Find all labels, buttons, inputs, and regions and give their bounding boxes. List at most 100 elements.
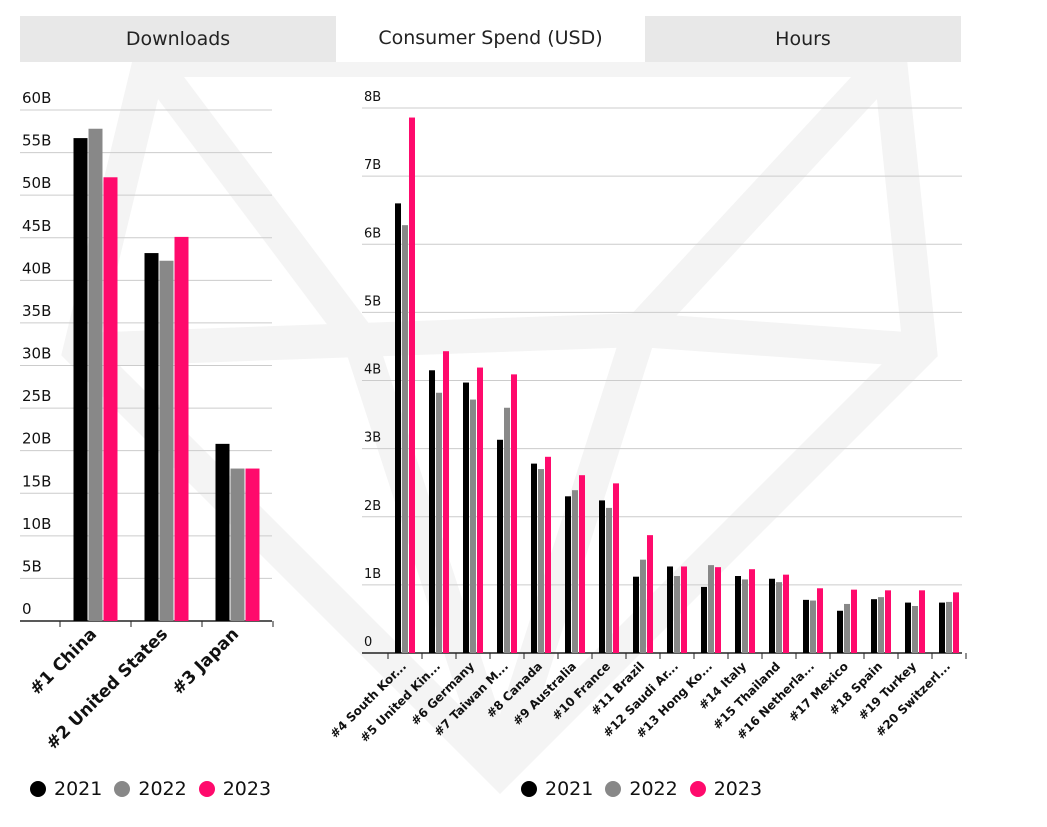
- legend-item-2023[interactable]: 2023: [689, 778, 762, 800]
- bar-2023: [409, 117, 415, 654]
- legend-dot-icon: [198, 781, 215, 797]
- bar-2022: [606, 507, 612, 653]
- y-tick-label: 6B: [364, 226, 381, 241]
- bar-2022: [470, 399, 476, 653]
- legend-dot-icon: [689, 781, 706, 797]
- y-tick-label: 3B: [364, 431, 381, 446]
- bar-2021: [735, 576, 741, 653]
- bar-2021: [939, 602, 945, 653]
- bar-2021: [633, 576, 639, 653]
- bar-2022: [504, 407, 510, 653]
- bar-2021: [463, 382, 469, 653]
- bar-2023: [681, 566, 687, 653]
- y-tick-label: 2B: [364, 499, 381, 514]
- bar-2022: [844, 603, 850, 653]
- bar-2021: [215, 443, 230, 621]
- bar-2023: [851, 589, 857, 653]
- legend-item-2022[interactable]: 2022: [114, 778, 187, 800]
- bar-2023: [647, 535, 653, 653]
- legend-dot-icon: [521, 781, 537, 797]
- bar-2021: [599, 500, 605, 653]
- bar-2022: [742, 579, 748, 653]
- bar-2023: [511, 374, 517, 653]
- bar-2021: [667, 566, 673, 653]
- y-tick-label: 15B: [22, 472, 51, 490]
- bar-2021: [871, 599, 877, 653]
- y-tick-label: 60B: [22, 89, 51, 107]
- bar-2023: [545, 456, 551, 653]
- bar-2022: [912, 605, 918, 653]
- tab-hours[interactable]: Hours: [775, 28, 831, 50]
- y-tick-label: 35B: [22, 302, 51, 320]
- bar-2022: [946, 601, 952, 653]
- bar-2023: [817, 588, 823, 653]
- legend-downloads: 2021 2022 2023: [30, 778, 283, 800]
- y-tick-label: 5B: [364, 294, 381, 309]
- bar-2022: [538, 469, 544, 653]
- legend-item-2022[interactable]: 2022: [605, 778, 678, 800]
- bar-2022: [674, 576, 680, 653]
- bar-2023: [953, 592, 959, 653]
- legend-item-2023[interactable]: 2023: [198, 778, 271, 800]
- bar-2023: [919, 590, 925, 653]
- y-tick-label: 8B: [364, 90, 381, 105]
- y-tick-label: 5B: [22, 557, 42, 575]
- bar-2021: [565, 496, 571, 653]
- y-tick-label: 30B: [22, 345, 51, 363]
- legend-dot-icon: [114, 781, 131, 797]
- bar-2023: [613, 483, 619, 653]
- bar-2023: [174, 236, 189, 622]
- bar-2023: [477, 367, 483, 653]
- bar-2021: [497, 439, 503, 653]
- bar-2022: [402, 225, 408, 654]
- bar-2023: [715, 567, 721, 653]
- bar-2021: [905, 602, 911, 653]
- bar-2022: [640, 559, 646, 653]
- bar-2022: [88, 128, 103, 621]
- legend-consumer-spend: 2021 2022 2023: [521, 778, 774, 800]
- y-tick-label: 4B: [364, 363, 381, 378]
- y-tick-label: 45B: [22, 217, 51, 235]
- bar-2021: [429, 370, 435, 653]
- metric-tabs: Downloads Consumer Spend (USD) Hours: [20, 13, 961, 62]
- y-tick-label: 55B: [22, 132, 51, 150]
- bar-2022: [436, 392, 442, 653]
- bar-2022: [708, 565, 714, 653]
- bar-2021: [395, 203, 401, 653]
- y-tick-label: 0: [364, 635, 372, 650]
- bar-2022: [878, 597, 884, 653]
- bar-2022: [572, 490, 578, 653]
- bar-2022: [230, 468, 245, 621]
- bar-2021: [144, 253, 159, 621]
- legend-item-2021[interactable]: 2021: [521, 778, 593, 800]
- legend-dot-icon: [605, 781, 622, 797]
- y-tick-label: 0: [22, 600, 32, 618]
- bar-2023: [245, 468, 260, 621]
- y-tick-label: 50B: [22, 174, 51, 192]
- y-tick-label: 10B: [22, 515, 51, 533]
- y-tick-label: 25B: [22, 387, 51, 405]
- bar-2023: [579, 475, 585, 653]
- bar-2023: [885, 590, 891, 653]
- bar-2023: [749, 569, 755, 653]
- y-tick-label: 1B: [364, 567, 381, 582]
- y-tick-label: 40B: [22, 259, 51, 277]
- tab-consumer-spend[interactable]: Consumer Spend (USD): [336, 13, 645, 62]
- tab-downloads[interactable]: Downloads: [125, 28, 231, 50]
- bar-2023: [443, 351, 449, 653]
- bar-2022: [810, 600, 816, 653]
- bar-2021: [837, 610, 843, 653]
- y-tick-label: 20B: [22, 430, 51, 448]
- legend-dot-icon: [30, 781, 46, 797]
- bar-2021: [701, 586, 707, 653]
- bar-2021: [769, 578, 775, 653]
- bar-2022: [159, 260, 174, 621]
- bar-2021: [803, 599, 809, 653]
- y-tick-label: 7B: [364, 158, 381, 173]
- bar-2021: [531, 463, 537, 653]
- bar-2023: [103, 177, 118, 621]
- legend-item-2021[interactable]: 2021: [30, 778, 102, 800]
- bar-2021: [73, 138, 88, 622]
